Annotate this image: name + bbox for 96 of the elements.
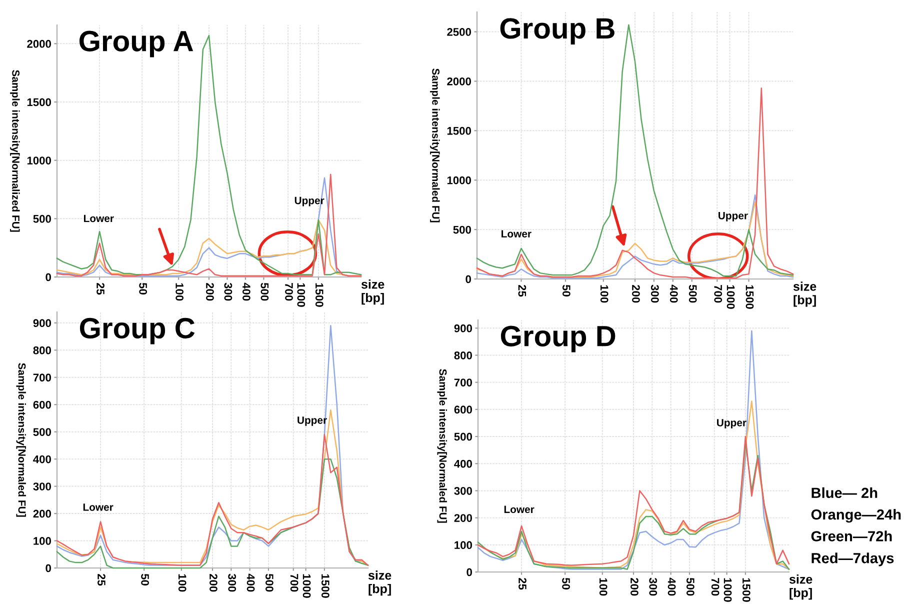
x-tick-label: 400 <box>668 578 676 596</box>
x-tick-label: 400 <box>242 282 250 301</box>
y-tick-label: 900 <box>33 319 51 328</box>
y-tick-label: 500 <box>33 428 51 436</box>
annotation: Lower <box>504 506 534 514</box>
x-tick-label: 50 <box>139 282 148 294</box>
annotation: Upper <box>718 212 748 222</box>
annotation: Lower <box>83 504 114 511</box>
x-tick-label: 700 <box>714 285 722 303</box>
chart-title: Group A <box>79 30 194 58</box>
y-axis-title: Sample intensity[Normaled FU] <box>437 369 447 523</box>
y-axis-title: Sample intensity[Normaled FU] <box>16 363 26 517</box>
x-tick-label: 200 <box>630 578 638 596</box>
chart-title: Group B <box>500 18 614 45</box>
x-tick-label: 500 <box>688 284 697 303</box>
x-tick-label: 1500 <box>742 578 750 602</box>
y-tick-label: 1000 <box>27 156 51 164</box>
chart-title: Group D <box>500 326 616 352</box>
x-tick-label: 500 <box>686 578 694 596</box>
x-tick-label: 1000 <box>297 283 306 307</box>
y-tick-label: 400 <box>454 460 472 468</box>
x-tick-label: 1500 <box>321 574 330 598</box>
y-tick-label: 300 <box>454 486 472 495</box>
x-axis-title: size [bp] <box>368 570 392 596</box>
y-tick-label: 2000 <box>27 40 51 48</box>
x-tick-label: 25 <box>98 574 106 586</box>
y-axis-title: Sample intensity[Normalized FU] <box>10 70 20 232</box>
x-tick-label: 1000 <box>726 285 735 309</box>
text: Orange—24h <box>811 508 901 523</box>
x-tick-label: 200 <box>210 574 218 592</box>
x-tick-label: 400 <box>670 284 678 303</box>
x-tick-label: 50 <box>141 574 149 586</box>
y-tick-label: 0 <box>46 564 51 572</box>
y-tick-label: 700 <box>33 374 51 382</box>
y-tick-label: 500 <box>453 226 471 234</box>
y-tick-label: 600 <box>454 406 472 414</box>
y-tick-label: 100 <box>34 537 51 545</box>
y-tick-label: 0 <box>466 568 472 576</box>
y-tick-label: 1500 <box>447 126 471 135</box>
y-tick-label: 1500 <box>27 98 51 106</box>
annotation: Lower <box>502 230 532 238</box>
x-tick-label: 200 <box>206 282 214 301</box>
x-tick-label: 50 <box>562 284 570 296</box>
y-tick-label: 100 <box>454 541 472 550</box>
x-tick-label: 1000 <box>724 578 732 602</box>
y-tick-label: 0 <box>466 275 471 284</box>
x-tick-label: 300 <box>224 282 232 301</box>
x-axis-title: size [bp] <box>793 282 816 307</box>
chart-title: Group C <box>80 318 195 344</box>
y-tick-label: 300 <box>33 482 51 490</box>
text: Blue— 2h <box>812 487 878 498</box>
y-tick-label: 900 <box>454 324 472 332</box>
y-tick-label: 800 <box>33 346 51 354</box>
x-tick-label: 700 <box>711 578 720 596</box>
x-tick-label: 1000 <box>302 574 311 598</box>
text: Green—72h <box>811 530 892 542</box>
x-tick-label: 500 <box>265 574 274 592</box>
x-tick-label: 50 <box>562 578 570 590</box>
text: Red—7days <box>812 552 894 566</box>
x-tick-label: 100 <box>178 574 186 592</box>
annotation: Upper <box>294 196 324 206</box>
y-tick-label: 1000 <box>447 176 471 184</box>
x-tick-label: 400 <box>246 574 255 592</box>
x-tick-label: 1500 <box>746 285 754 309</box>
y-axis-title: Sample intensity[Normaled FU] <box>430 68 440 222</box>
x-tick-label: 1500 <box>315 283 324 307</box>
y-tick-label: 600 <box>33 400 51 409</box>
x-tick-label: 500 <box>260 282 269 301</box>
x-tick-label: 25 <box>96 282 104 295</box>
x-tick-label: 25 <box>518 578 526 590</box>
y-tick-label: 200 <box>454 514 472 522</box>
y-tick-label: 200 <box>33 510 51 518</box>
annotation: Lower <box>84 214 114 222</box>
annotation: Upper <box>717 419 746 428</box>
x-tick-label: 700 <box>290 574 298 592</box>
y-tick-label: 700 <box>454 378 472 386</box>
x-tick-label: 100 <box>176 283 184 301</box>
x-axis-title: size [bp] <box>789 574 812 600</box>
y-tick-label: 800 <box>454 351 472 360</box>
x-tick-label: 700 <box>285 283 293 301</box>
y-tick-label: 500 <box>33 214 51 223</box>
x-tick-label: 200 <box>632 284 640 303</box>
y-tick-label: 2000 <box>447 77 471 86</box>
x-tick-label: 100 <box>599 578 608 596</box>
y-tick-label: 500 <box>454 432 472 441</box>
x-tick-label: 300 <box>228 574 236 592</box>
y-tick-label: 2500 <box>447 28 471 36</box>
y-tick-label: 0 <box>46 273 51 282</box>
x-tick-label: 100 <box>600 285 608 303</box>
annotation: Upper <box>298 416 327 426</box>
x-tick-label: 300 <box>650 284 659 303</box>
x-tick-label: 300 <box>649 578 658 596</box>
x-tick-label: 25 <box>518 284 526 297</box>
x-axis-title: size [bp] <box>361 280 384 305</box>
y-tick-label: 400 <box>33 455 51 464</box>
line-series <box>56 434 369 566</box>
